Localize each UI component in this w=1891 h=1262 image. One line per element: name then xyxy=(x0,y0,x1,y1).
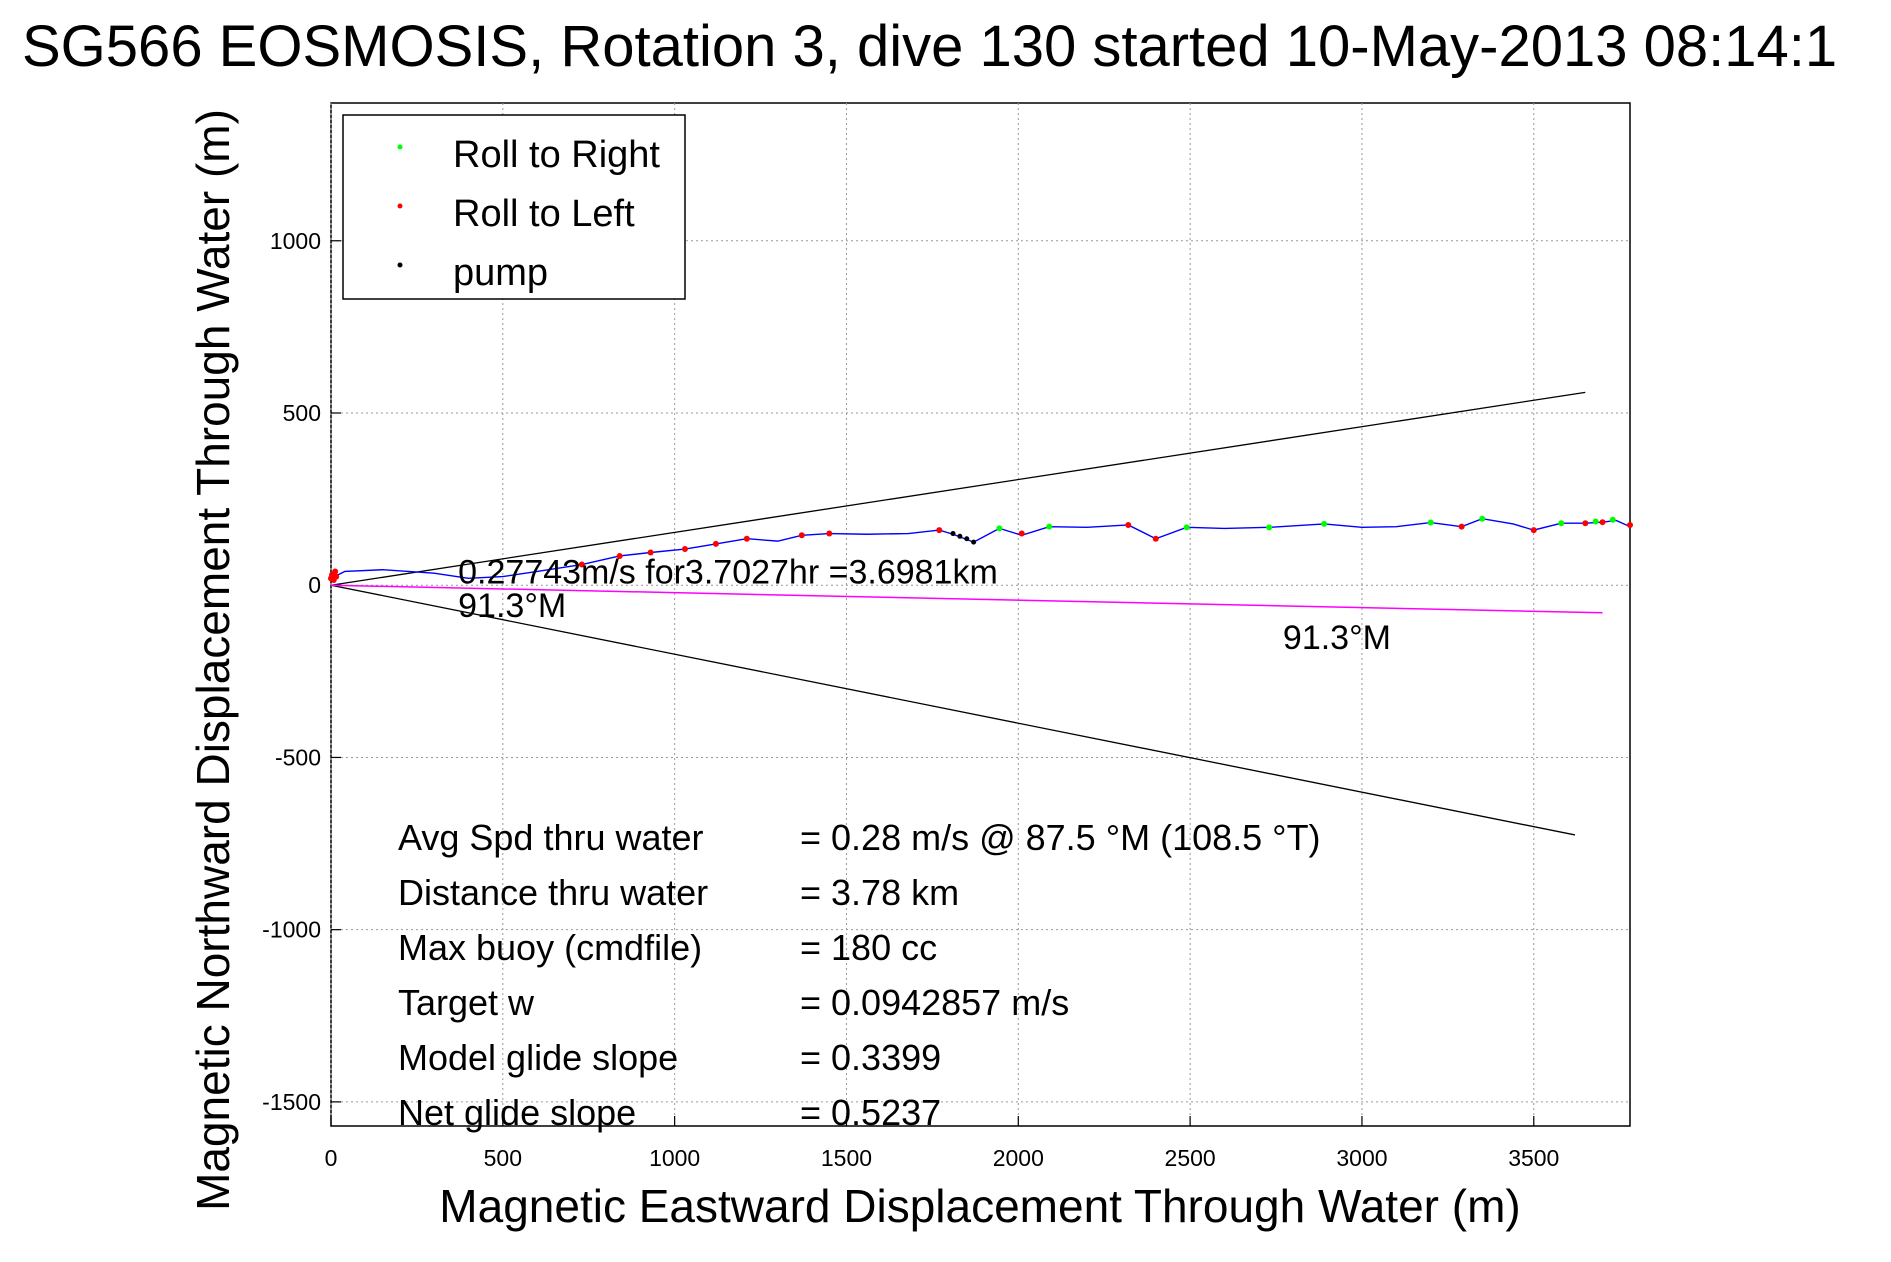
bounding-line xyxy=(330,584,1576,836)
legend-label: Roll to Left xyxy=(453,193,635,235)
stat-value: = 0.5237 xyxy=(800,1092,941,1133)
legend-label: pump xyxy=(453,252,548,294)
x-axis-ticks: 0 500 1000 1500 2000 2500 3000 3500 xyxy=(325,1116,1559,1171)
stat-label: Distance thru water xyxy=(398,872,708,913)
data-point xyxy=(1018,530,1025,537)
data-point xyxy=(936,527,943,534)
mean-track-layer xyxy=(330,584,1603,614)
x-tick-label: 500 xyxy=(484,1145,522,1171)
x-tick-label: 3500 xyxy=(1508,1145,1559,1171)
x-tick-label: 2500 xyxy=(1165,1145,1216,1171)
legend-marker xyxy=(397,144,403,150)
y-tick-label: 0 xyxy=(308,572,321,598)
stat-value: = 0.0942857 m/s xyxy=(800,982,1069,1023)
data-point xyxy=(1599,519,1606,526)
data-point xyxy=(996,525,1003,532)
data-point xyxy=(1530,527,1537,534)
data-point xyxy=(964,536,970,542)
annotations: 0.27743m/s for3.7027hr =3.6981km91.3°M91… xyxy=(458,554,1391,657)
data-point xyxy=(826,530,833,537)
data-point xyxy=(1125,521,1132,528)
data-point xyxy=(1458,523,1465,530)
data-point xyxy=(957,533,963,539)
stat-value: = 3.78 km xyxy=(800,872,959,913)
data-point xyxy=(1582,520,1589,527)
x-axis-label: Magnetic Eastward Displacement Through W… xyxy=(439,1180,1520,1232)
stat-label: Max buoy (cmdfile) xyxy=(398,927,702,968)
y-tick-label: -1500 xyxy=(262,1089,321,1115)
x-tick-label: 1000 xyxy=(649,1145,700,1171)
mean-track-line xyxy=(330,584,1603,614)
legend: Roll to Right Roll to Left pump xyxy=(342,114,686,300)
stat-label: Model glide slope xyxy=(398,1037,678,1078)
data-point xyxy=(332,568,339,575)
data-point xyxy=(798,532,805,539)
series-layer xyxy=(328,515,1633,584)
stat-label: Net glide slope xyxy=(398,1092,636,1133)
data-point xyxy=(333,573,340,580)
stat-label: Target w xyxy=(398,982,535,1023)
data-point xyxy=(1321,520,1328,527)
legend-marker xyxy=(397,262,403,268)
legend-marker xyxy=(397,203,403,209)
data-point xyxy=(1427,519,1434,526)
data-point xyxy=(712,540,719,547)
stat-label: Avg Spd thru water xyxy=(398,817,704,858)
y-tick-label: 1000 xyxy=(270,228,321,254)
data-point xyxy=(647,549,654,556)
data-point xyxy=(681,546,688,553)
data-point xyxy=(950,531,956,537)
annotation: 91.3°M xyxy=(1283,619,1391,657)
y-axis-ticks: -1500 -1000 -500 0 500 1000 xyxy=(262,228,341,1115)
data-point xyxy=(1183,524,1190,531)
bounding-line xyxy=(330,391,1586,586)
x-tick-label: 2000 xyxy=(993,1145,1044,1171)
data-point xyxy=(743,535,750,542)
y-tick-label: -500 xyxy=(275,744,321,770)
annotation: 0.27743m/s for3.7027hr =3.6981km xyxy=(458,554,998,592)
chart-title: SG566 EOSMOSIS, Rotation 3, dive 130 sta… xyxy=(22,14,1837,79)
stat-value: = 0.3399 xyxy=(800,1037,941,1078)
data-point xyxy=(1046,523,1053,530)
stat-value: = 180 cc xyxy=(800,927,937,968)
legend-label: Roll to Right xyxy=(453,134,660,176)
x-tick-label: 1500 xyxy=(821,1145,872,1171)
stat-value: = 0.28 m/s @ 87.5 °M (108.5 °T) xyxy=(800,817,1321,858)
data-point xyxy=(1152,535,1159,542)
data-point xyxy=(616,552,623,559)
y-tick-label: -1000 xyxy=(262,917,321,943)
data-point xyxy=(1609,516,1616,523)
data-point xyxy=(1627,521,1633,528)
x-tick-label: 0 xyxy=(325,1145,338,1171)
bounding-lines xyxy=(330,391,1586,836)
data-point xyxy=(1592,518,1599,525)
data-point xyxy=(1266,524,1273,531)
data-point xyxy=(578,561,585,568)
y-tick-label: 500 xyxy=(283,400,321,426)
data-point xyxy=(971,539,977,545)
stats-block: Avg Spd thru water = 0.28 m/s @ 87.5 °M (… xyxy=(398,817,1321,1133)
data-point xyxy=(1479,515,1486,522)
y-axis-label: Magnetic Northward Displacement Through … xyxy=(187,109,239,1211)
x-tick-label: 3000 xyxy=(1336,1145,1387,1171)
annotation: 91.3°M xyxy=(458,587,566,625)
data-point xyxy=(1558,520,1565,527)
